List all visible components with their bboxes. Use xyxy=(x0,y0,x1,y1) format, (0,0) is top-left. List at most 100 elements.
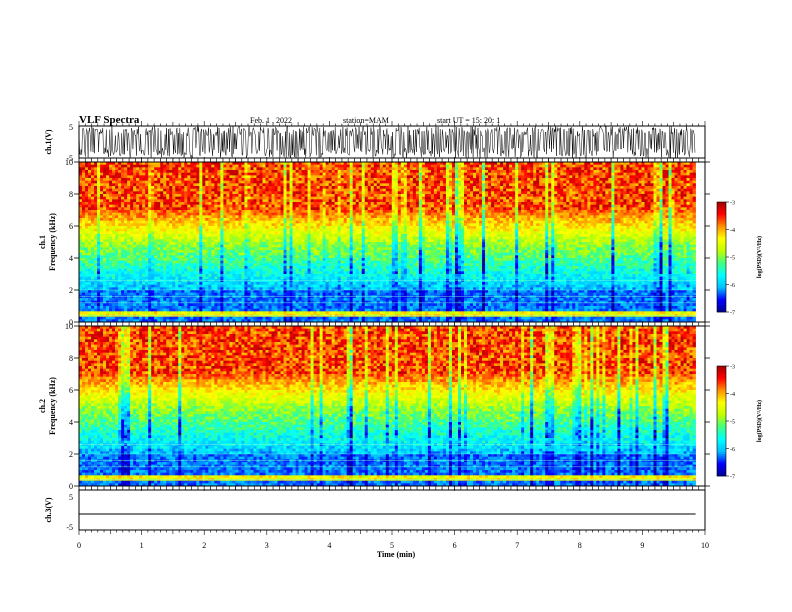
spectrogram-cell xyxy=(91,167,94,170)
spectrogram-cell xyxy=(320,181,323,184)
spectrogram-cell xyxy=(157,274,160,277)
spectrogram-cell xyxy=(293,290,296,293)
spectrogram-cell xyxy=(278,213,281,216)
spectrogram-cell xyxy=(196,178,199,181)
spectrogram-cell xyxy=(91,282,94,285)
spectrogram-cell xyxy=(320,191,323,194)
spectrogram-cell xyxy=(184,263,187,266)
spectrogram-cell xyxy=(247,197,250,200)
spectrogram-cell xyxy=(214,202,217,205)
spectrogram-cell xyxy=(284,181,287,184)
spectrogram-cell xyxy=(244,189,247,192)
spectrogram-cell xyxy=(187,226,190,229)
spectrogram-cell xyxy=(265,258,268,261)
spectrogram-cell xyxy=(121,266,124,269)
spectrogram-cell xyxy=(160,215,163,218)
spectrogram-cell xyxy=(308,205,311,208)
spectrogram-cell xyxy=(97,269,100,272)
spectrogram-cell xyxy=(181,173,184,176)
spectrogram-cell xyxy=(175,218,178,221)
spectrogram-cell xyxy=(166,207,169,210)
spectrogram-cell xyxy=(305,309,308,312)
spectrogram-cell xyxy=(196,191,199,194)
spectrogram-cell xyxy=(184,271,187,274)
spectrogram-cell xyxy=(308,207,311,210)
spectrogram-cell xyxy=(226,197,229,200)
spectrogram-cell xyxy=(184,218,187,221)
spectrogram-cell xyxy=(262,285,265,288)
spectrogram-cell xyxy=(82,234,85,237)
spectrogram-cell xyxy=(253,274,256,277)
spectrogram-cell xyxy=(178,189,181,192)
spectrogram-cell xyxy=(226,274,229,277)
spectrogram-cell xyxy=(97,213,100,216)
spectrogram-cell xyxy=(205,207,208,210)
spectrogram-cell xyxy=(302,167,305,170)
spectrogram-cell xyxy=(145,295,148,298)
spectrogram-cell xyxy=(247,237,250,240)
spectrogram-cell xyxy=(211,210,214,213)
spectrogram-cell xyxy=(305,205,308,208)
spectrogram-cell xyxy=(311,263,314,266)
spectrogram-cell xyxy=(163,250,166,253)
spectrogram-cell xyxy=(214,255,217,258)
spectrogram-cell xyxy=(308,210,311,213)
spectrogram-cell xyxy=(145,207,148,210)
spectrogram-cell xyxy=(103,317,106,320)
spectrogram-cell xyxy=(265,234,268,237)
spectrogram-cell xyxy=(133,229,136,232)
spectrogram-cell xyxy=(272,306,275,309)
spectrogram-cell xyxy=(265,282,268,285)
spectrogram-cell xyxy=(211,293,214,296)
spectrogram-cell xyxy=(127,170,130,173)
spectrogram-cell xyxy=(178,226,181,229)
spectrogram-cell xyxy=(256,170,259,173)
spectrogram-cell xyxy=(172,237,175,240)
spectrogram-cell xyxy=(247,165,250,168)
spectrogram-cell xyxy=(88,191,91,194)
spectrogram-cell xyxy=(268,311,271,314)
spectrogram-cell xyxy=(100,223,103,226)
spectrogram-cell xyxy=(208,165,211,168)
spectrogram-cell xyxy=(172,189,175,192)
spectrogram-cell xyxy=(169,301,172,304)
spectrogram-cell xyxy=(163,277,166,280)
spectrogram-cell xyxy=(214,293,217,296)
spectrogram-cell xyxy=(281,223,284,226)
spectrogram-cell xyxy=(121,167,124,170)
spectrogram-cell xyxy=(256,237,259,240)
spectrogram-cell xyxy=(181,242,184,245)
spectrogram-cell xyxy=(175,271,178,274)
spectrogram-cell xyxy=(190,199,193,202)
spectrogram-cell xyxy=(124,258,127,261)
spectrogram-cell xyxy=(205,255,208,258)
spectrogram-cell xyxy=(256,215,259,218)
spectrogram-cell xyxy=(130,250,133,253)
spectrogram-cell xyxy=(268,277,271,280)
spectrogram-cell xyxy=(124,250,127,253)
spectrogram-cell xyxy=(199,271,202,274)
spectrogram-cell xyxy=(193,202,196,205)
spectrogram-cell xyxy=(214,317,217,320)
spectrogram-cell xyxy=(241,290,244,293)
spectrogram-cell xyxy=(317,303,320,306)
spectrogram-cell xyxy=(314,274,317,277)
spectrogram-cell xyxy=(268,197,271,200)
spectrogram-cell xyxy=(190,210,193,213)
spectrogram-cell xyxy=(290,215,293,218)
spectrogram-cell xyxy=(130,181,133,184)
spectrogram-cell xyxy=(305,173,308,176)
spectrogram-cell xyxy=(133,183,136,186)
spectrogram-cell xyxy=(241,282,244,285)
spectrogram-cell xyxy=(208,255,211,258)
spectrogram-cell xyxy=(187,189,190,192)
spectrogram-cell xyxy=(184,277,187,280)
spectrogram-cell xyxy=(214,279,217,282)
spectrogram-cell xyxy=(208,221,211,224)
spectrogram-cell xyxy=(100,293,103,296)
spectrogram-cell xyxy=(256,239,259,242)
spectrogram-cell xyxy=(169,199,172,202)
spectrogram-cell xyxy=(220,213,223,216)
spectrogram-cell xyxy=(196,250,199,253)
spectrogram-cell xyxy=(148,285,151,288)
